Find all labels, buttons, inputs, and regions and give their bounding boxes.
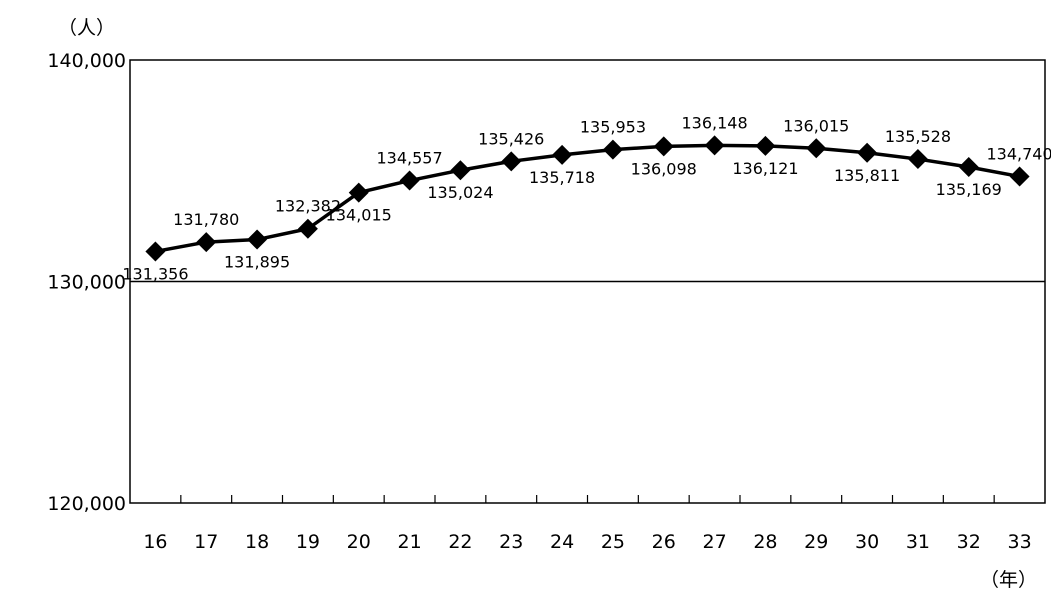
x-tick-label: 25 <box>601 531 625 553</box>
y-tick-label: 130,000 <box>47 272 126 294</box>
data-point-marker <box>1009 166 1030 187</box>
y-tick-label: 140,000 <box>47 50 126 72</box>
data-point-marker <box>704 135 725 156</box>
data-point-marker <box>907 149 928 170</box>
data-label: 136,015 <box>783 116 849 135</box>
data-label: 134,557 <box>376 149 442 168</box>
x-tick-label: 30 <box>855 531 879 553</box>
data-label: 131,356 <box>122 264 188 283</box>
data-markers <box>145 135 1030 262</box>
x-tick-label: 20 <box>347 531 371 553</box>
data-label: 136,148 <box>681 113 747 132</box>
data-label: 135,169 <box>936 180 1002 199</box>
x-tick-label: 33 <box>1007 531 1031 553</box>
data-label: 135,426 <box>478 129 544 148</box>
x-tick-label: 19 <box>296 531 320 553</box>
x-tick-label: 17 <box>194 531 218 553</box>
data-label: 135,811 <box>834 166 900 185</box>
x-tick-label: 21 <box>397 531 421 553</box>
data-point-marker <box>145 241 166 262</box>
data-label: 131,895 <box>224 253 290 272</box>
y-axis-unit: （人） <box>58 17 115 39</box>
x-tick-label: 18 <box>245 531 269 553</box>
data-label: 135,718 <box>529 168 595 187</box>
data-point-marker <box>450 160 471 181</box>
data-label: 135,953 <box>580 118 646 137</box>
data-point-marker <box>196 232 217 253</box>
x-tick-label: 22 <box>448 531 472 553</box>
data-label: 135,528 <box>885 127 951 146</box>
data-point-marker <box>247 229 268 250</box>
data-label: 136,121 <box>732 159 798 178</box>
data-point-marker <box>857 142 878 163</box>
x-tick-label: 28 <box>753 531 777 553</box>
data-point-marker <box>348 182 369 203</box>
x-tick-label: 31 <box>906 531 930 553</box>
data-label: 134,015 <box>326 206 392 225</box>
x-tick-label: 16 <box>143 531 167 553</box>
y-axis-ticks: 120,000 130,000 140,000 <box>47 50 126 515</box>
x-tick-label: 27 <box>702 531 726 553</box>
data-label: 132,382 <box>275 197 341 216</box>
x-tick-label: 23 <box>499 531 523 553</box>
data-point-marker <box>552 144 573 165</box>
data-point-marker <box>755 135 776 156</box>
x-tick-label: 29 <box>804 531 828 553</box>
y-tick-label: 120,000 <box>47 493 126 515</box>
data-label: 134,740 <box>986 145 1051 164</box>
x-axis-ticks: 16 17 18 19 20 21 22 23 24 25 26 27 28 29 30 31 32 33 <box>143 495 1032 553</box>
data-point-marker <box>602 139 623 160</box>
data-label: 135,024 <box>427 183 493 202</box>
data-point-marker <box>297 218 318 239</box>
x-axis-unit: （年） <box>980 569 1037 590</box>
x-tick-label: 26 <box>652 531 676 553</box>
data-label: 136,098 <box>631 159 697 178</box>
x-tick-label: 32 <box>957 531 981 553</box>
data-point-marker <box>399 170 420 191</box>
data-point-marker <box>806 138 827 159</box>
data-point-marker <box>653 136 674 157</box>
data-point-marker <box>958 157 979 178</box>
x-tick-label: 24 <box>550 531 574 553</box>
data-label: 131,780 <box>173 210 239 229</box>
data-point-marker <box>501 151 522 172</box>
